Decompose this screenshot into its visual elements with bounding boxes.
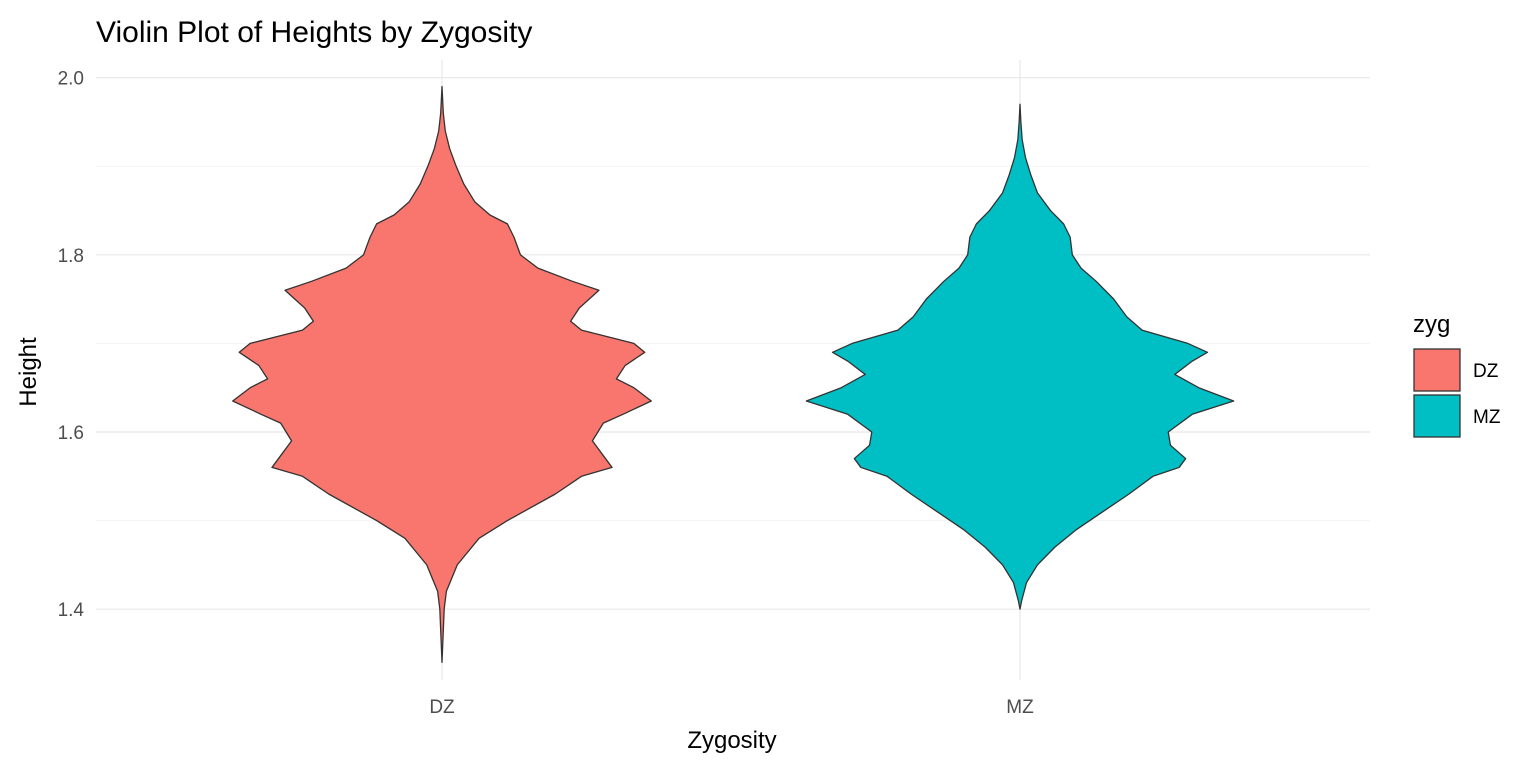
legend-key-dz <box>1413 348 1461 392</box>
legend: zyg DZ MZ <box>1413 311 1501 438</box>
y-tick-label: 1.4 <box>58 600 85 621</box>
y-axis-title: Height <box>15 337 42 407</box>
x-tick-label-mz: MZ <box>1006 697 1034 718</box>
violin-mz <box>805 103 1235 610</box>
y-tick-label: 1.6 <box>58 423 84 444</box>
y-tick-label: 2.0 <box>58 69 84 90</box>
legend-title: zyg <box>1413 311 1450 338</box>
legend-label-mz: MZ <box>1473 407 1501 428</box>
violin-dz <box>232 85 652 663</box>
x-tick-label-dz: DZ <box>429 697 455 718</box>
legend-label-dz: DZ <box>1473 361 1499 382</box>
chart-title: Violin Plot of Heights by Zygosity <box>96 16 532 49</box>
violins <box>232 85 1235 663</box>
y-tick-label: 1.8 <box>58 246 84 267</box>
axes: 1.4 1.6 1.8 2.0 DZ MZ <box>58 69 1035 718</box>
legend-key-mz <box>1413 394 1461 438</box>
x-axis-title: Zygosity <box>687 727 776 754</box>
